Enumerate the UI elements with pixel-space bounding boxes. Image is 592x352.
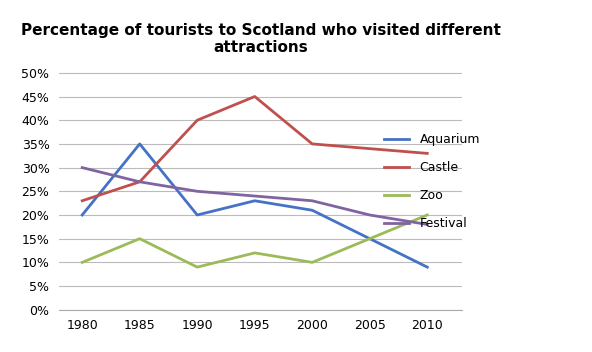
Castle [366,146,374,151]
Festival [308,199,316,203]
Zoo [79,260,86,264]
Festival [424,222,431,227]
Zoo [136,237,143,241]
Aquarium [251,199,258,203]
Festival [136,180,143,184]
Legend: Aquarium, Castle, Zoo, Festival: Aquarium, Castle, Zoo, Festival [379,128,485,235]
Aquarium [424,265,431,269]
Castle [79,199,86,203]
Festival [194,189,201,193]
Festival [366,213,374,217]
Aquarium [308,208,316,212]
Line: Castle: Castle [82,96,427,201]
Festival [79,165,86,170]
Castle [424,151,431,156]
Castle [251,94,258,99]
Line: Aquarium: Aquarium [82,144,427,267]
Aquarium [136,142,143,146]
Line: Zoo: Zoo [82,215,427,267]
Line: Festival: Festival [82,168,427,225]
Aquarium [79,213,86,217]
Castle [136,180,143,184]
Zoo [194,265,201,269]
Zoo [366,237,374,241]
Title: Percentage of tourists to Scotland who visited different
attractions: Percentage of tourists to Scotland who v… [21,23,500,55]
Aquarium [194,213,201,217]
Zoo [308,260,316,264]
Festival [251,194,258,198]
Aquarium [366,237,374,241]
Zoo [424,213,431,217]
Castle [308,142,316,146]
Zoo [251,251,258,255]
Castle [194,118,201,122]
